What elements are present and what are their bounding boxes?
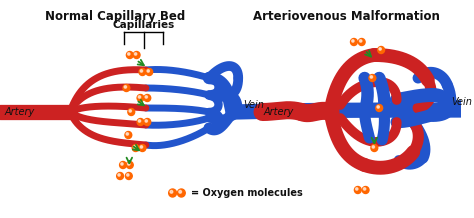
Circle shape xyxy=(144,119,151,126)
Circle shape xyxy=(376,104,383,111)
Circle shape xyxy=(146,68,153,75)
Circle shape xyxy=(378,46,384,53)
Circle shape xyxy=(356,188,358,190)
Circle shape xyxy=(123,85,130,92)
Circle shape xyxy=(133,146,136,148)
Circle shape xyxy=(132,145,139,152)
Circle shape xyxy=(127,174,129,176)
Circle shape xyxy=(127,51,133,58)
Circle shape xyxy=(179,190,182,193)
Text: Normal Capillary Bed: Normal Capillary Bed xyxy=(45,10,185,23)
Text: Capillaries: Capillaries xyxy=(113,20,175,30)
Text: Vein: Vein xyxy=(243,100,264,110)
Circle shape xyxy=(117,172,124,179)
Circle shape xyxy=(135,53,137,55)
Text: Arteriovenous Malformation: Arteriovenous Malformation xyxy=(253,10,439,23)
Circle shape xyxy=(377,106,379,108)
Circle shape xyxy=(169,189,176,197)
Circle shape xyxy=(126,172,132,179)
Circle shape xyxy=(133,51,140,58)
Circle shape xyxy=(128,109,135,116)
Circle shape xyxy=(364,188,366,190)
Circle shape xyxy=(121,163,123,165)
Circle shape xyxy=(126,133,128,135)
Circle shape xyxy=(119,162,127,169)
Circle shape xyxy=(145,120,147,122)
Circle shape xyxy=(372,146,374,148)
Circle shape xyxy=(359,40,362,42)
Circle shape xyxy=(369,75,376,82)
Circle shape xyxy=(144,94,151,102)
Circle shape xyxy=(137,119,144,126)
Circle shape xyxy=(139,68,146,75)
Circle shape xyxy=(138,96,141,98)
Circle shape xyxy=(138,120,141,122)
Circle shape xyxy=(118,174,120,176)
Circle shape xyxy=(129,110,131,112)
Circle shape xyxy=(370,76,373,78)
Circle shape xyxy=(379,48,381,50)
Circle shape xyxy=(350,39,357,46)
Circle shape xyxy=(177,189,185,197)
Circle shape xyxy=(145,96,147,98)
Circle shape xyxy=(137,94,144,102)
Circle shape xyxy=(128,163,130,165)
Text: Artery: Artery xyxy=(5,107,35,117)
Circle shape xyxy=(358,39,365,46)
Circle shape xyxy=(371,145,378,152)
Circle shape xyxy=(139,145,146,152)
Circle shape xyxy=(147,70,149,72)
Circle shape xyxy=(352,40,354,42)
Circle shape xyxy=(140,70,143,72)
Text: = Oxygen molecules: = Oxygen molecules xyxy=(191,188,302,198)
Circle shape xyxy=(140,146,143,148)
Circle shape xyxy=(362,187,369,194)
Circle shape xyxy=(355,187,361,194)
Circle shape xyxy=(127,162,133,169)
Circle shape xyxy=(128,53,130,55)
Text: Vein: Vein xyxy=(451,97,472,107)
Text: Artery: Artery xyxy=(264,107,294,117)
Circle shape xyxy=(125,131,132,138)
Circle shape xyxy=(124,86,127,88)
Circle shape xyxy=(170,190,173,193)
